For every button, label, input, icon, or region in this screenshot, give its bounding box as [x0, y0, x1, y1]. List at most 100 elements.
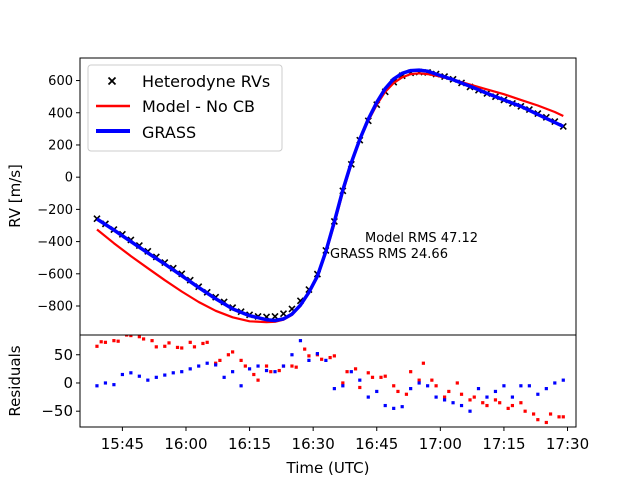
model-residual-point [129, 335, 133, 338]
grass-residual-point [468, 409, 472, 413]
grass-residual-point [171, 371, 175, 375]
model-residual-point [366, 371, 370, 375]
grass-residual-point [417, 381, 421, 385]
model-residual-point [442, 395, 447, 399]
grass-residual-point [434, 395, 438, 399]
model-residual-point [167, 341, 171, 345]
model-residual-point [218, 358, 222, 362]
grass-residual-point [137, 374, 141, 378]
legend-label-grass: GRASS [142, 123, 196, 142]
x-tick-label: 16:15 [228, 435, 271, 453]
grass-residual-point [120, 372, 124, 377]
model-residual-point [544, 420, 548, 425]
grass-residual-point [205, 361, 209, 365]
grass-residual-point [383, 403, 387, 408]
model-residual-point [532, 412, 536, 416]
model-residual-point [383, 374, 387, 378]
model-residual-point [392, 384, 396, 388]
grass-residual-point [129, 371, 133, 375]
grass-residual-point [324, 358, 328, 362]
model-residual-point [95, 344, 99, 348]
x-tick-label: 16:30 [292, 435, 335, 453]
residuals-y-tick-label: −50 [41, 402, 73, 420]
residuals-y-tick-label: 50 [54, 346, 73, 364]
model-residual-point [294, 365, 298, 369]
legend: Heterodyne RVs Model - No CB GRASS [87, 64, 283, 152]
heterodyne-rv-point-stroke [93, 215, 101, 223]
model-residual-point [345, 370, 349, 374]
x-tick-label: 17:15 [482, 435, 525, 453]
grass-residual-point [459, 403, 464, 408]
grass-residual-point [163, 373, 167, 377]
grass-residual-point [442, 398, 447, 402]
rv-y-tick-label: 400 [48, 106, 73, 121]
model-residual-point [150, 339, 154, 343]
model-residual-point [125, 335, 129, 337]
grass-residual-point [561, 378, 565, 382]
rv-y-tick-label: 600 [48, 74, 73, 89]
model-residual-point [141, 337, 146, 341]
model-residual-point [370, 375, 375, 379]
grass-residual-point [281, 364, 286, 368]
model-residual-point [154, 345, 158, 349]
model-residual-point [214, 361, 218, 365]
grass-residual-point [358, 378, 362, 382]
model-residual-point [523, 409, 527, 413]
model-residual-point [455, 381, 459, 385]
grass-residual-point [553, 381, 557, 385]
residual-points [95, 335, 565, 425]
model-residual-point [269, 370, 273, 374]
x-tick-label: 16:45 [355, 435, 398, 453]
rv-y-tick-label: 0 [65, 171, 73, 186]
grass-residual-point [493, 389, 498, 394]
grass-residual-point [95, 384, 99, 388]
x-tick-label: 17:30 [546, 435, 589, 453]
grass-residual-point [222, 375, 226, 379]
residuals-panel: 50 0 −50 15:45 16:00 16:15 16:30 16:45 17:00 17:… [6, 334, 589, 477]
model-residual-point [99, 340, 103, 344]
model-residual-point [175, 345, 180, 350]
grass-residual-point [239, 384, 243, 388]
model-rms-annotation: Model RMS 47.12 [365, 231, 478, 246]
residuals-y-tick-label: 0 [63, 374, 73, 392]
grass-residual-point [392, 406, 396, 410]
model-residual-point [264, 364, 269, 368]
model-residual-point [358, 385, 362, 390]
residuals-y-axis-label: Residuals [6, 345, 24, 416]
grass-residual-point [214, 363, 218, 367]
residuals-y-ticks: 50 0 −50 [41, 346, 80, 420]
grass-residual-point [197, 364, 201, 368]
model-residual-point [409, 370, 413, 374]
rv-y-tick-label: −800 [37, 300, 73, 315]
heterodyne-rv-point-stroke [271, 312, 279, 321]
model-residual-point [510, 403, 515, 408]
heterodyne-rv-point-stroke [559, 122, 567, 131]
rv-y-tick-label: −600 [37, 267, 73, 282]
model-residual-point [303, 347, 307, 351]
model-residual-point [243, 364, 247, 368]
grass-residual-point [307, 358, 311, 362]
legend-label-model: Model - No CB [142, 97, 255, 116]
grass-residual-point [536, 392, 540, 396]
grass-residual-point [264, 368, 269, 373]
rv-series-group [93, 68, 567, 324]
rv-y-axis-label: RV [m/s] [6, 164, 24, 228]
model-residual-point [277, 368, 281, 373]
model-residual-point [116, 339, 120, 343]
grass-residual-point [400, 405, 404, 409]
model-residual-point [404, 392, 409, 396]
model-residual-point [421, 361, 425, 365]
model-residual-point [459, 392, 464, 396]
grass-residual-point [544, 387, 548, 391]
grass-residual-point [103, 381, 108, 385]
model-residual-point [468, 398, 472, 402]
grass-residual-point [527, 384, 531, 388]
grass-line [96, 68, 565, 323]
residuals-x-ticks: 15:45 16:00 16:15 16:30 16:45 17:00 17:15 17:30 [101, 427, 589, 453]
model-residual-point [332, 354, 336, 358]
model-residual-point [447, 389, 451, 394]
residuals-panel-frame [79, 334, 577, 428]
rv-y-ticks: 600 400 200 0 −200 −400 −600 −800 [37, 74, 80, 315]
grass-residual-point [290, 353, 294, 357]
model-residual-point [396, 389, 400, 394]
